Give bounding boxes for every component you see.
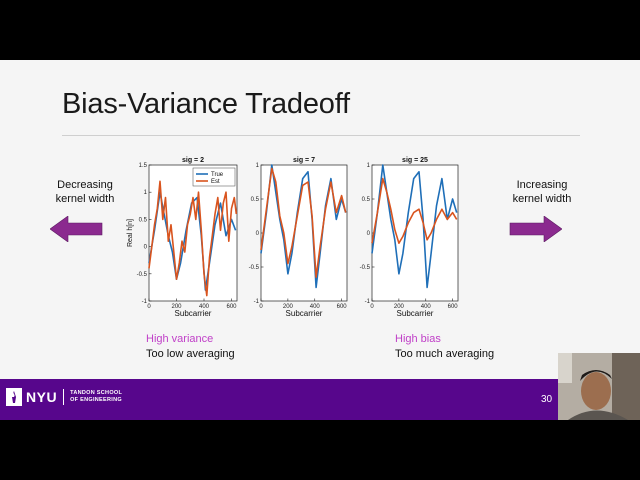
left-arrow-icon (50, 216, 103, 242)
plot-title: sig = 25 (402, 157, 428, 164)
x-tick-label: 400 (199, 304, 210, 310)
x-axis-label: Subcarrier (175, 309, 212, 318)
y-axis-label: Real h[n] (127, 219, 134, 247)
x-tick-label: 0 (259, 304, 263, 310)
left-label-text: Decreasing kernel width (55, 179, 115, 205)
plot-sig-2: sig = 2 0 200 400 600 -1 -0.5 0 0.5 1 1.5 Subcarrie… (127, 157, 238, 318)
y-tick-label: -0.5 (360, 265, 371, 271)
x-tick-label: 600 (448, 304, 459, 310)
y-tick-label: -1 (365, 299, 371, 305)
x-tick-label: 0 (147, 304, 151, 310)
right-label-text: Increasing kernel width (512, 179, 572, 205)
plot-sig-25: sig = 25 0 200 400 600 -1 -0.5 0 0.5 1 Subcarrier (360, 157, 459, 318)
torch-icon (6, 388, 22, 406)
school-line-1: TANDON SCHOOL (70, 390, 123, 396)
y-tick-label: 1 (256, 163, 260, 169)
presenter-image (558, 353, 640, 420)
nyu-wordmark: NYU (26, 389, 58, 405)
plot-title: sig = 2 (182, 157, 204, 164)
plot-area (148, 164, 238, 302)
y-tick-label: -0.5 (137, 272, 148, 278)
y-tick-label: 0 (144, 245, 148, 251)
y-tick-label: -1 (142, 299, 148, 305)
left-caption: High variance Too low averaging (146, 332, 235, 362)
much-averaging-label: Too much averaging (395, 348, 495, 360)
school-name: TANDON SCHOOL OF ENGINEERING (70, 390, 122, 404)
plot-title: sig = 7 (293, 157, 315, 164)
y-tick-label: 1 (144, 190, 148, 196)
y-tick-label: 0.5 (251, 197, 260, 203)
nyu-logo: NYU TANDON SCHOOL OF ENGINEERING (6, 388, 122, 406)
x-tick-label: 600 (337, 304, 348, 310)
page-number: 30 (541, 394, 553, 405)
series-line-true (260, 164, 347, 289)
logo-separator (63, 389, 65, 405)
legend-entry: True (211, 172, 224, 178)
right-side-label: Increasing kernel width (506, 178, 578, 206)
x-tick-label: 0 (370, 304, 374, 310)
left-side-label: Decreasing kernel width (50, 178, 120, 206)
y-tick-label: 0 (256, 231, 260, 237)
x-tick-label: 200 (283, 304, 294, 310)
right-caption: High bias Too much averaging (395, 332, 494, 362)
x-axis-label: Subcarrier (286, 309, 323, 318)
high-bias-label: High bias (395, 333, 441, 345)
plot-sig-7: sig = 7 0 200 400 600 -1 -0.5 0 0.5 1 Subcarrier (249, 157, 348, 318)
x-axis-label: Subcarrier (397, 309, 434, 318)
low-averaging-label: Too low averaging (146, 348, 235, 360)
title-divider (62, 135, 580, 136)
y-tick-label: 1 (367, 163, 371, 169)
presenter-video-thumbnail (558, 353, 640, 420)
series-line-est (371, 177, 458, 244)
y-tick-label: -1 (254, 299, 260, 305)
y-tick-label: 0.5 (139, 217, 148, 223)
x-tick-label: 600 (226, 304, 237, 310)
x-tick-label: 400 (310, 304, 321, 310)
y-tick-label: 0 (367, 231, 371, 237)
y-tick-label: 1.5 (139, 163, 148, 169)
y-tick-label: -0.5 (249, 265, 260, 271)
footer-bar: NYU TANDON SCHOOL OF ENGINEERING 30 (0, 379, 640, 420)
right-arrow-icon (509, 216, 562, 242)
school-line-2: OF ENGINEERING (70, 397, 122, 403)
slide-title: Bias-Variance Tradeoff (62, 88, 350, 120)
x-tick-label: 200 (394, 304, 405, 310)
slide: Bias-Variance Tradeoff Decreasing kernel… (0, 60, 640, 420)
series-line-est (260, 167, 347, 278)
legend-entry: Est (211, 179, 220, 185)
x-tick-label: 400 (421, 304, 432, 310)
series-line-est (148, 180, 238, 297)
y-tick-label: 0.5 (362, 197, 371, 203)
x-tick-label: 200 (171, 304, 182, 310)
high-variance-label: High variance (146, 333, 214, 345)
